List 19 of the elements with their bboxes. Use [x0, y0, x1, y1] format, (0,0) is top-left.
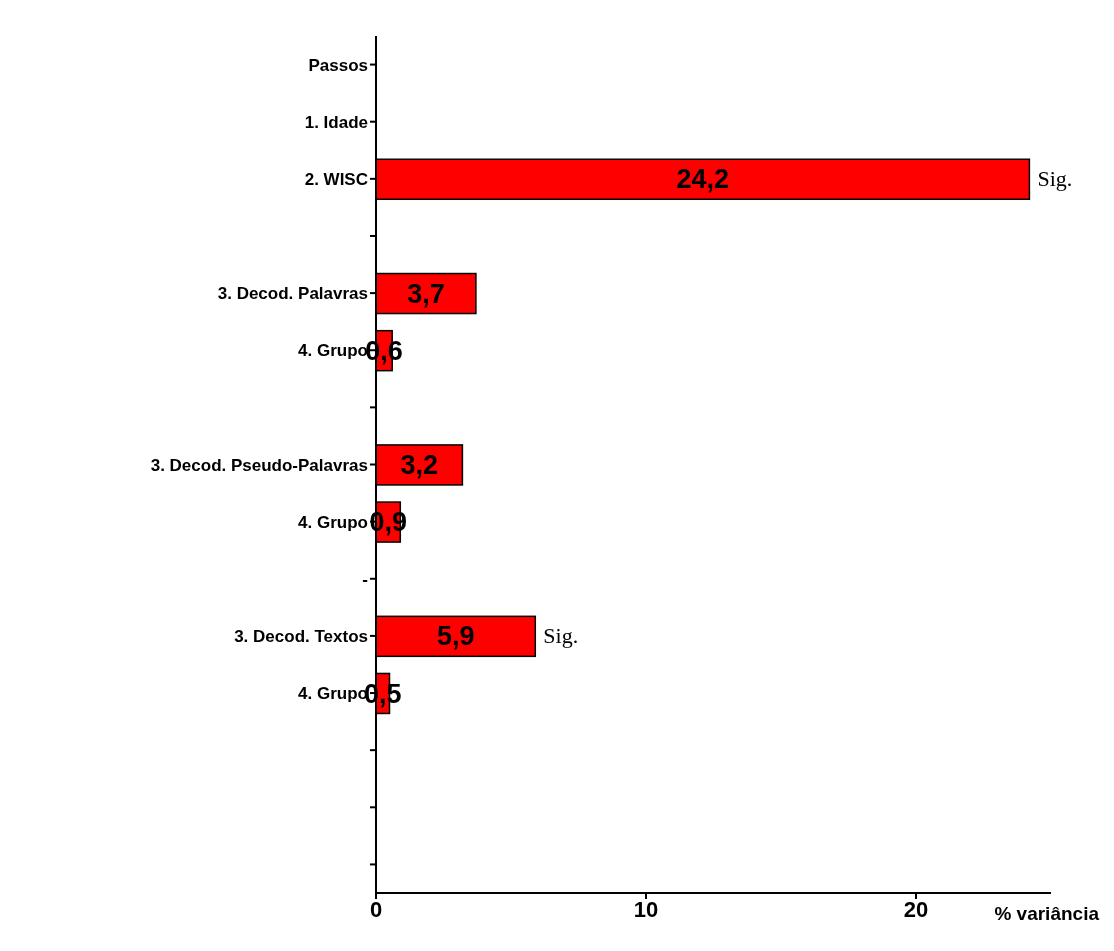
y-tick-label: 3. Decod. Pseudo-Palavras: [150, 455, 368, 475]
y-tick-label: -: [362, 569, 368, 589]
data-label: 24,2: [676, 164, 729, 195]
data-label: 3,2: [400, 450, 438, 481]
y-tick-label: 1. Idade: [304, 112, 368, 132]
x-tick-label: 20: [903, 896, 929, 922]
annotation: Sig.: [1037, 166, 1073, 192]
x-tick-label: 0: [369, 896, 383, 922]
data-label: 5,9: [436, 621, 475, 652]
y-tick-label: 3. Decod. Palavras: [217, 284, 368, 304]
y-tick-label: 2. WISC: [304, 169, 368, 189]
x-axis-title: % variância: [994, 903, 1100, 925]
y-tick-label: 4. Grupo: [298, 341, 368, 361]
y-tick-label: Passos: [308, 55, 368, 75]
x-tick-label: 10: [633, 896, 659, 922]
y-tick-label: 4. Grupo: [298, 512, 368, 532]
data-label: 3,7: [407, 278, 445, 309]
y-tick-label: 3. Decod. Textos: [234, 626, 368, 646]
annotation: Sig.: [543, 623, 579, 649]
